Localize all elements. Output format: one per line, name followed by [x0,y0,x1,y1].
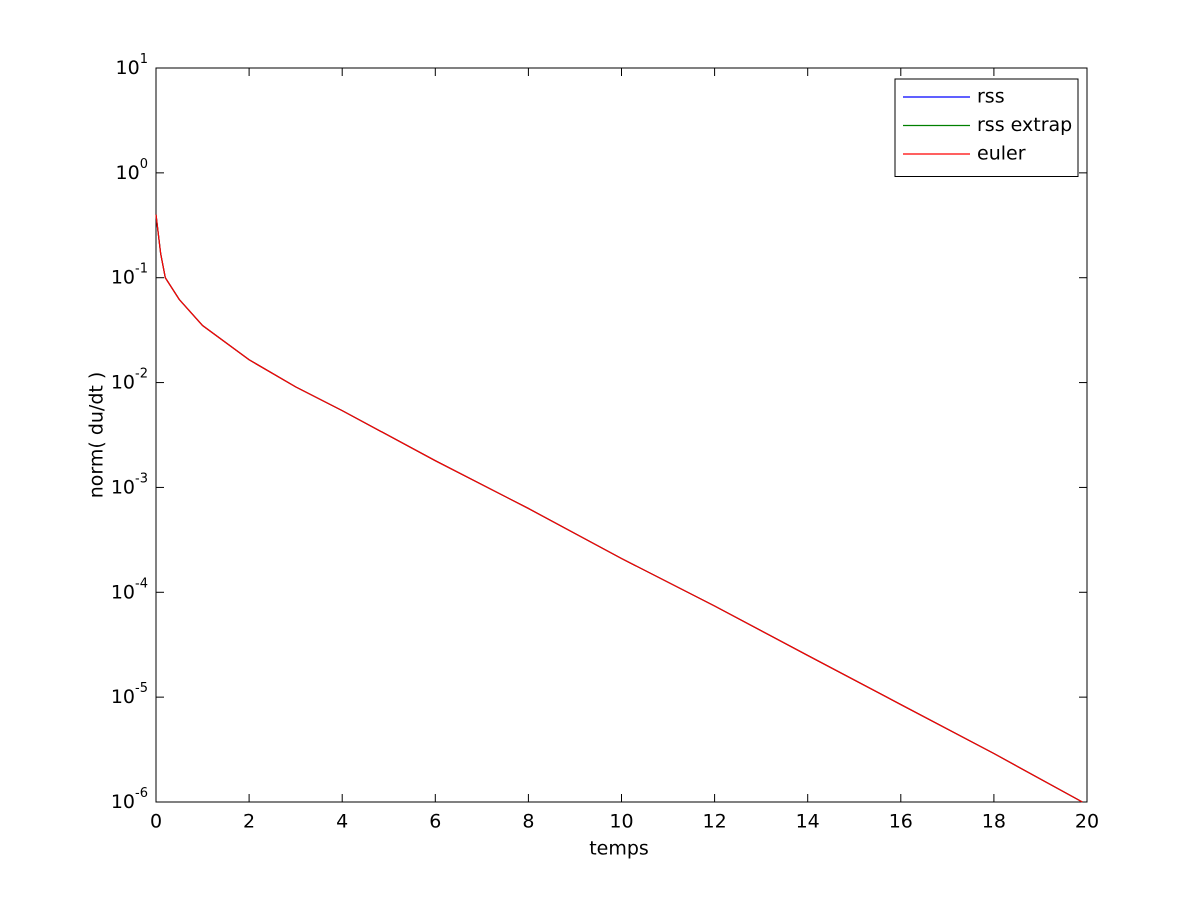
legend-label: rss [977,86,1005,108]
y-tick-label: 10-6 [111,786,148,813]
data-line [155,214,1083,803]
x-axis-label: temps [589,838,649,860]
x-tick-label: 14 [796,811,820,833]
x-tick-label: 2 [243,811,255,833]
y-tick-label: 10-5 [111,681,148,708]
x-tick-label: 12 [703,811,727,833]
y-tick-label: 100 [116,156,148,183]
x-tick-label: 16 [889,811,913,833]
plot-area [155,67,1088,803]
x-tick-label: 4 [336,811,348,833]
x-tick-label: 8 [522,811,534,833]
x-tick-label: 0 [150,811,162,833]
x-tick-label: 6 [429,811,441,833]
y-tick-label: 10-1 [111,261,148,288]
y-axis-label: norm( du/dt ) [86,372,108,499]
x-tick-label: 10 [609,811,633,833]
x-tick-label: 18 [982,811,1006,833]
legend-label: rss extrap [977,114,1072,136]
legend-label: euler [977,143,1026,165]
legend-box [894,78,1079,177]
y-tick-label: 10-3 [111,471,148,498]
y-tick-label: 10-4 [111,576,148,603]
y-tick-label: 10-2 [111,366,148,393]
y-tick-label: 101 [116,52,148,79]
x-tick-label: 20 [1075,811,1099,833]
